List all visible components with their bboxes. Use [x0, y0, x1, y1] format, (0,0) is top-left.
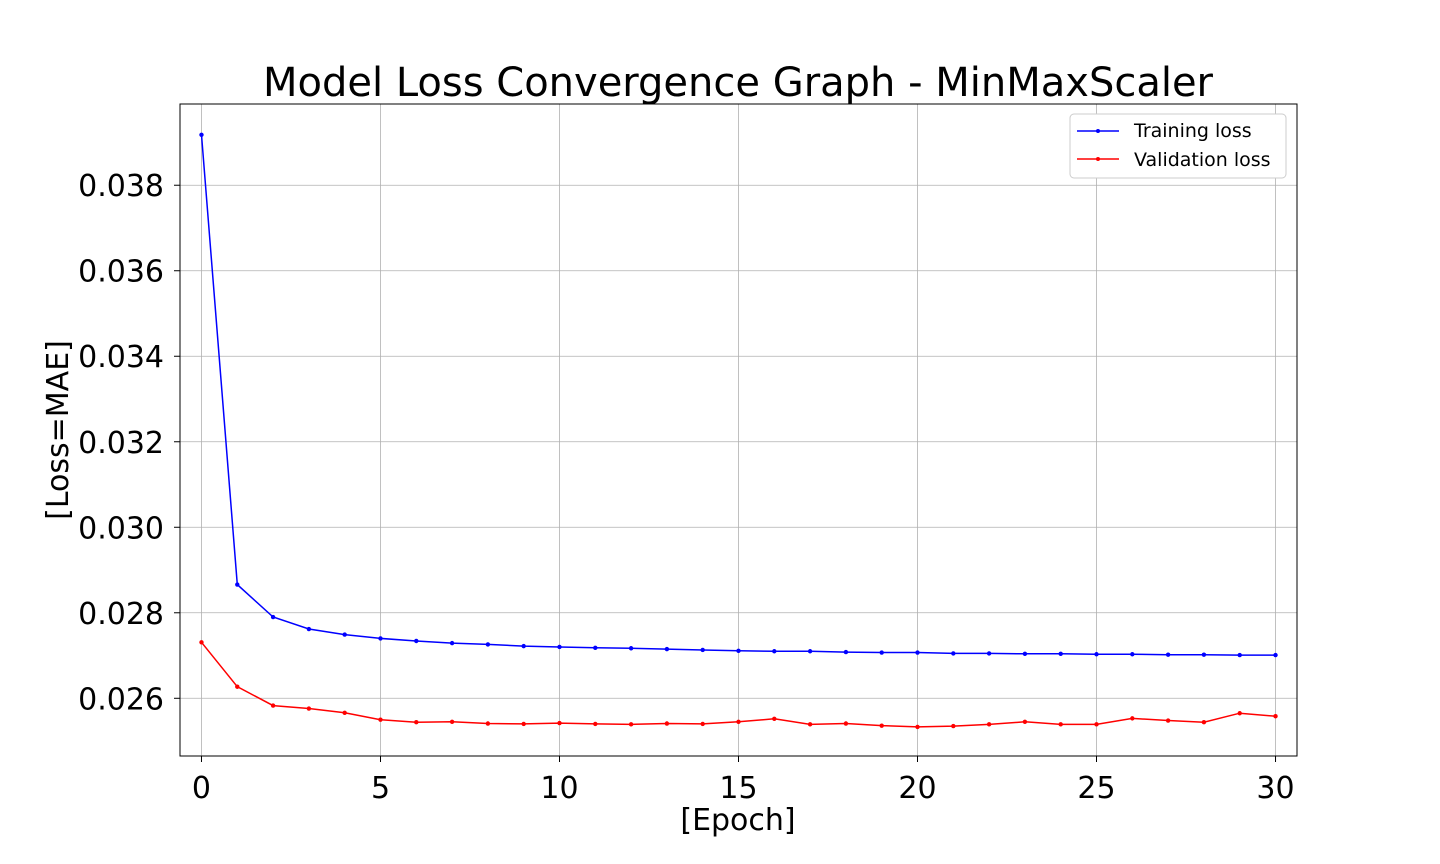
training-loss-point	[1273, 652, 1278, 658]
validation-loss-point	[235, 684, 240, 689]
validation-loss-point	[1273, 714, 1278, 719]
training-loss-point	[1237, 652, 1242, 658]
training-loss-point	[485, 642, 491, 647]
validation-loss-point	[1094, 722, 1099, 727]
training-loss-point	[807, 649, 813, 654]
y-axis-label: [Loss=MAE]	[41, 340, 76, 520]
y-tick-label: 0.030	[78, 511, 164, 546]
validation-loss-point	[1165, 718, 1171, 723]
training-loss-point	[772, 649, 777, 654]
validation-loss-point	[1201, 720, 1207, 725]
y-tick-label: 0.026	[78, 682, 164, 717]
validation-loss-point	[915, 724, 920, 730]
training-loss-point	[1130, 652, 1135, 657]
x-tick-label: 20	[898, 771, 936, 806]
y-tick-label: 0.032	[78, 426, 164, 461]
validation-loss-point	[1237, 711, 1242, 716]
legend: Training loss Validation loss	[1069, 113, 1287, 179]
validation-loss-point	[521, 721, 526, 727]
x-tick-label: 15	[719, 771, 757, 806]
legend-label-training: Training loss	[1133, 120, 1252, 142]
training-loss-point	[1201, 652, 1207, 657]
validation-loss-point	[772, 716, 777, 722]
y-tick-label: 0.036	[78, 255, 164, 290]
training-loss-point	[557, 644, 562, 650]
validation-loss-point	[843, 721, 849, 726]
y-tick-label: 0.034	[78, 340, 164, 375]
validation-loss-point	[342, 710, 347, 716]
training-loss-point	[521, 643, 526, 649]
x-tick-label: 30	[1256, 771, 1294, 806]
validation-loss-point	[557, 720, 562, 726]
training-loss-point	[879, 650, 884, 655]
training-loss-point	[1094, 652, 1099, 657]
grid-lines	[180, 104, 1297, 756]
series-layer	[199, 132, 1278, 730]
x-axis-ticks: 0 5 10 15 20 25 30	[192, 756, 1295, 806]
x-tick-label: 10	[540, 771, 578, 806]
validation-loss-point	[378, 717, 383, 722]
validation-loss-point	[593, 721, 598, 727]
validation-loss-point	[1130, 716, 1135, 721]
validation-loss-point	[879, 723, 884, 728]
training-loss-point	[736, 648, 741, 654]
training-loss-point	[700, 647, 705, 653]
validation-loss-point	[199, 640, 204, 645]
training-loss-point	[628, 646, 634, 651]
chart-title: Model Loss Convergence Graph - MinMaxSca…	[263, 60, 1214, 106]
training-loss-point	[951, 651, 956, 656]
legend-marker-validation	[1096, 157, 1100, 161]
y-tick-label: 0.028	[78, 597, 164, 632]
validation-loss-point	[628, 722, 634, 727]
validation-loss-point	[1058, 722, 1063, 727]
training-loss-point	[664, 646, 670, 652]
training-loss-point	[593, 645, 598, 651]
validation-loss-point	[270, 703, 276, 708]
training-loss-point	[1058, 651, 1063, 657]
training-loss-point	[306, 626, 312, 632]
x-tick-label: 0	[192, 771, 211, 806]
legend-marker-training	[1096, 129, 1100, 133]
training-loss-point	[1165, 652, 1171, 657]
training-loss-point	[235, 582, 240, 587]
validation-loss-point	[986, 722, 992, 727]
training-loss-point	[449, 640, 455, 646]
y-axis-ticks: 0.026 0.028 0.030 0.032 0.034 0.036 0.038	[78, 169, 180, 717]
legend-box	[1069, 113, 1287, 179]
legend-label-validation: Validation loss	[1134, 149, 1271, 171]
training-loss-point	[843, 649, 849, 655]
validation-loss-point	[449, 719, 455, 724]
training-loss-point	[270, 614, 276, 620]
training-loss-point	[414, 638, 419, 644]
validation-loss-point	[807, 722, 813, 727]
x-tick-label: 5	[371, 771, 390, 806]
validation-loss-point	[414, 720, 419, 725]
validation-loss-point	[664, 721, 670, 726]
x-tick-label: 25	[1077, 771, 1115, 806]
validation-loss-point	[700, 721, 705, 727]
x-axis-label: [Epoch]	[680, 803, 795, 838]
training-loss-point	[986, 651, 992, 656]
training-loss-point	[1022, 651, 1028, 657]
training-loss-point	[199, 132, 204, 137]
validation-loss-point	[485, 721, 491, 726]
training-loss-point	[342, 632, 347, 637]
validation-loss-point	[951, 723, 956, 729]
training-loss-point	[378, 636, 383, 641]
validation-loss-point	[1022, 719, 1028, 724]
validation-loss-point	[306, 706, 312, 711]
y-tick-label: 0.038	[78, 169, 164, 204]
training-loss-point	[915, 650, 920, 655]
validation-loss-point	[736, 719, 741, 724]
